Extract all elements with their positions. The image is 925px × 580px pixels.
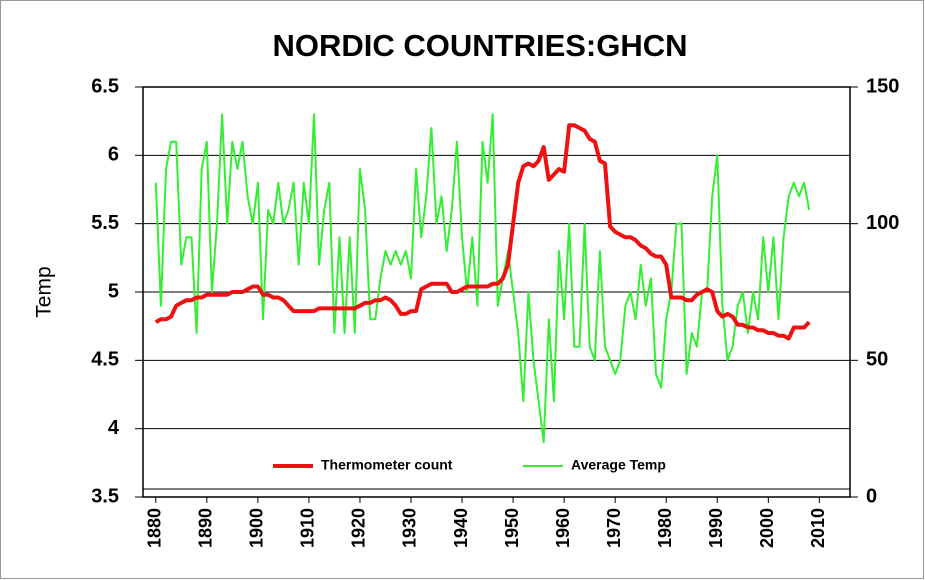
y-tick-label: 3.5 (91, 485, 119, 507)
legend-label: Thermometer count (321, 457, 453, 473)
series-line (154, 113, 811, 444)
plot-lines (154, 113, 811, 444)
x-tick-label: 1920 (349, 508, 369, 548)
x-tick-label: 1930 (400, 508, 420, 548)
x-tick-label: 1960 (553, 508, 573, 548)
x-tick-label: 2010 (808, 508, 828, 548)
x-tick-label: 1900 (247, 508, 267, 548)
y-tick-label: 5 (108, 280, 119, 302)
y2-tick-label: 0 (866, 485, 877, 507)
x-tick-label: 1980 (655, 508, 675, 548)
x-tick-label: 1890 (196, 508, 216, 548)
y2-tick-label: 100 (866, 212, 899, 234)
x-tick-label: 1940 (451, 508, 471, 548)
y-tick-label: 4 (108, 417, 120, 439)
ticks: 3.5 4 4.5 5 5.5 6 6.5 0 50 100 150 1880 1890 1900 1910… (91, 75, 899, 548)
y-tick-label: 6 (108, 144, 119, 166)
x-tick-label: 1990 (706, 508, 726, 548)
x-tick-label: 1970 (604, 508, 624, 548)
x-tick-label: 1880 (145, 508, 165, 548)
y-axis-label: Temp (33, 266, 56, 317)
y2-tick-label: 150 (866, 75, 899, 97)
legend: Thermometer count Average Temp (273, 457, 666, 473)
y-tick-label: 4.5 (91, 349, 119, 371)
legend-label: Average Temp (571, 457, 666, 473)
x-tick-label: 1950 (502, 508, 522, 548)
y-tick-label: 6.5 (91, 75, 119, 97)
x-tick-label: 2000 (757, 508, 777, 548)
series-line (154, 123, 811, 341)
y-tick-label: 5.5 (91, 212, 119, 234)
y2-tick-label: 50 (866, 349, 888, 371)
chart-title: NORDIC COUNTRIES:GHCN (272, 28, 687, 63)
x-tick-label: 1910 (298, 508, 318, 548)
